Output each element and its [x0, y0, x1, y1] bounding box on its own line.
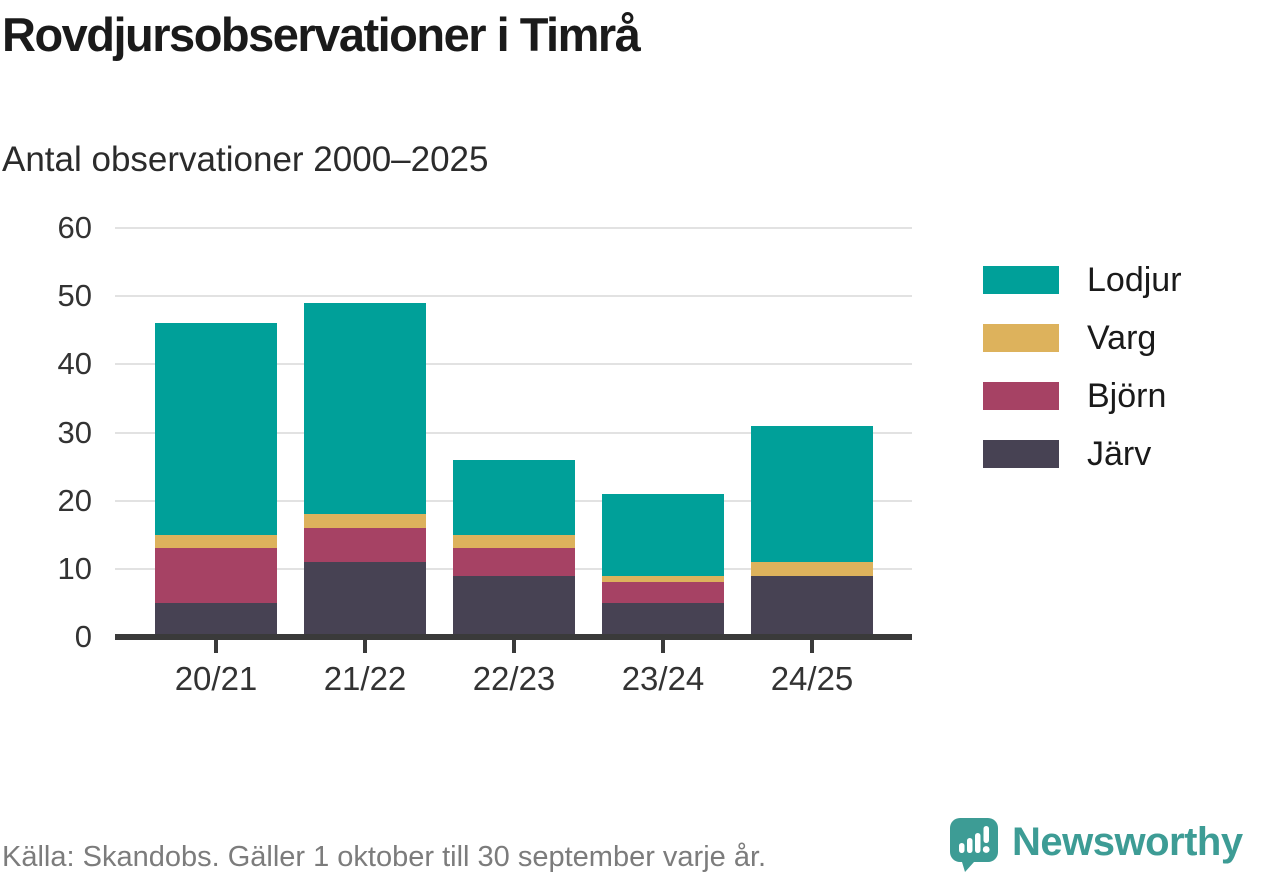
- legend-swatch: [983, 440, 1059, 468]
- chart-title: Rovdjursobservationer i Timrå: [2, 8, 641, 61]
- legend: Lodjur Varg Björn Järv: [983, 261, 1182, 498]
- y-axis-tick-label: 60: [57, 210, 92, 245]
- y-axis-tick-label: 20: [57, 482, 92, 518]
- legend-swatch: [983, 324, 1059, 352]
- y-axis-tick-label: 50: [57, 278, 92, 314]
- x-axis-tick-label: 20/21: [174, 660, 258, 697]
- bar-segment-varg: [453, 534, 575, 549]
- bar-23/24: [602, 493, 724, 637]
- bar-segment-järv: [751, 575, 873, 637]
- brand-footer: Newsworthy: [950, 818, 1243, 874]
- bar-20/21: [155, 323, 277, 637]
- x-axis-tick: [363, 640, 367, 653]
- bar-segment-järv: [602, 602, 724, 637]
- x-axis-tick: [661, 640, 665, 653]
- y-axis-tick-label: 30: [57, 414, 92, 450]
- legend-swatch: [983, 382, 1059, 410]
- bar-segment-lodjur: [304, 303, 426, 515]
- x-axis-tick-label: 23/24: [621, 660, 705, 697]
- y-axis-tick-label: 0: [74, 619, 92, 654]
- legend-label: Lodjur: [1087, 260, 1182, 299]
- legend-item-lodjur: Lodjur: [983, 261, 1182, 299]
- legend-label: Järv: [1087, 434, 1152, 473]
- bar-22/23: [453, 459, 575, 637]
- legend-item-järv: Järv: [983, 435, 1182, 473]
- legend-item-björn: Björn: [983, 377, 1182, 415]
- x-axis-tick-label: 22/23: [472, 660, 556, 697]
- bar-segment-järv: [304, 562, 426, 637]
- y-axis-tick-label: 10: [57, 550, 92, 586]
- x-axis-tick: [810, 640, 814, 653]
- y-axis-tick-label: 40: [57, 346, 92, 382]
- plot-area: [115, 227, 912, 637]
- bar-segment-lodjur: [751, 425, 873, 563]
- legend-item-varg: Varg: [983, 319, 1182, 357]
- chart-subtitle: Antal observationer 2000–2025: [2, 140, 489, 179]
- bar-segment-varg: [751, 562, 873, 576]
- x-axis-tick-label: 24/25: [770, 660, 854, 697]
- x-axis-tick: [512, 640, 516, 653]
- bar-segment-björn: [602, 582, 724, 603]
- bar-segment-varg: [602, 575, 724, 583]
- bar-segment-lodjur: [453, 459, 575, 535]
- bar-segment-lodjur: [155, 323, 277, 535]
- bar-segment-björn: [453, 548, 575, 576]
- x-axis-tick-label: 21/22: [323, 660, 407, 697]
- bar-segment-björn: [304, 527, 426, 563]
- brand-name: Newsworthy: [1012, 820, 1243, 864]
- source-note: Källa: Skandobs. Gäller 1 oktober till 3…: [2, 841, 767, 873]
- legend-label: Björn: [1087, 376, 1167, 415]
- y-gridline: [115, 227, 912, 229]
- y-gridline: [115, 431, 912, 434]
- bar-segment-lodjur: [602, 493, 724, 576]
- x-axis-line: [115, 634, 912, 640]
- legend-label: Varg: [1087, 318, 1157, 357]
- newsworthy-logo-icon: [950, 818, 998, 872]
- y-gridline: [115, 295, 912, 298]
- bar-21/22: [304, 303, 426, 637]
- bar-24/25: [751, 425, 873, 637]
- bar-segment-varg: [304, 514, 426, 528]
- legend-swatch: [983, 266, 1059, 294]
- bar-segment-järv: [453, 575, 575, 637]
- bar-segment-björn: [155, 548, 277, 603]
- bar-segment-järv: [155, 602, 277, 637]
- x-axis-tick: [214, 640, 218, 653]
- bar-segment-varg: [155, 534, 277, 549]
- y-gridline: [115, 363, 912, 366]
